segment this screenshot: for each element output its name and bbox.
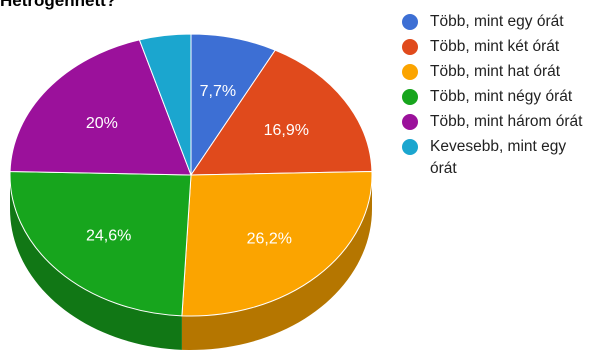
legend-swatch-3 <box>402 89 418 105</box>
legend-label-3: Több, mint négy órát <box>430 88 573 105</box>
pie-side-3 <box>10 175 182 350</box>
pie-slice-5 <box>138 33 192 176</box>
slice-label-3: 24,6% <box>86 227 131 244</box>
legend-item-3: Több, mint négy órát <box>402 86 592 108</box>
pie-slice-4 <box>9 39 192 176</box>
legend-item-0: Több, mint egy órát <box>402 11 592 33</box>
legend-swatch-1 <box>402 39 418 55</box>
legend-swatch-4 <box>402 114 418 130</box>
slice-label-2: 26,2% <box>247 231 292 248</box>
legend-item-2: Több, mint hat órát <box>402 61 592 83</box>
pie-slice-3 <box>9 170 192 317</box>
legend: Több, mint egy órát Több, mint két órát Tö… <box>402 11 592 183</box>
pie-chart: 7,7% 16,9% 26,2% 24,6% 20% <box>9 33 373 350</box>
legend-swatch-0 <box>402 14 418 30</box>
slice-label-4: 20% <box>86 115 118 132</box>
legend-label-1: Több, mint két órát <box>430 38 560 55</box>
legend-label-2: Több, mint hat órát <box>430 63 561 80</box>
legend-item-5: Kevesebb, mint egy órát <box>402 136 592 180</box>
pie-slice-1 <box>190 49 373 176</box>
legend-label-5: Kevesebb, mint egy órát <box>430 138 567 177</box>
legend-swatch-2 <box>402 64 418 80</box>
legend-label-0: Több, mint egy órát <box>430 13 564 30</box>
chart-title: Hetrögennett? <box>0 0 117 10</box>
pie-slice-2 <box>181 170 373 317</box>
slice-label-1: 16,9% <box>264 122 309 139</box>
legend-item-4: Több, mint három órát <box>402 111 592 133</box>
slice-label-0: 7,7% <box>200 83 236 100</box>
pie-side-2 <box>181 175 372 350</box>
legend-label-4: Több, mint három órát <box>430 113 583 130</box>
legend-swatch-5 <box>402 139 418 155</box>
legend-item-1: Több, mint két órát <box>402 36 592 58</box>
